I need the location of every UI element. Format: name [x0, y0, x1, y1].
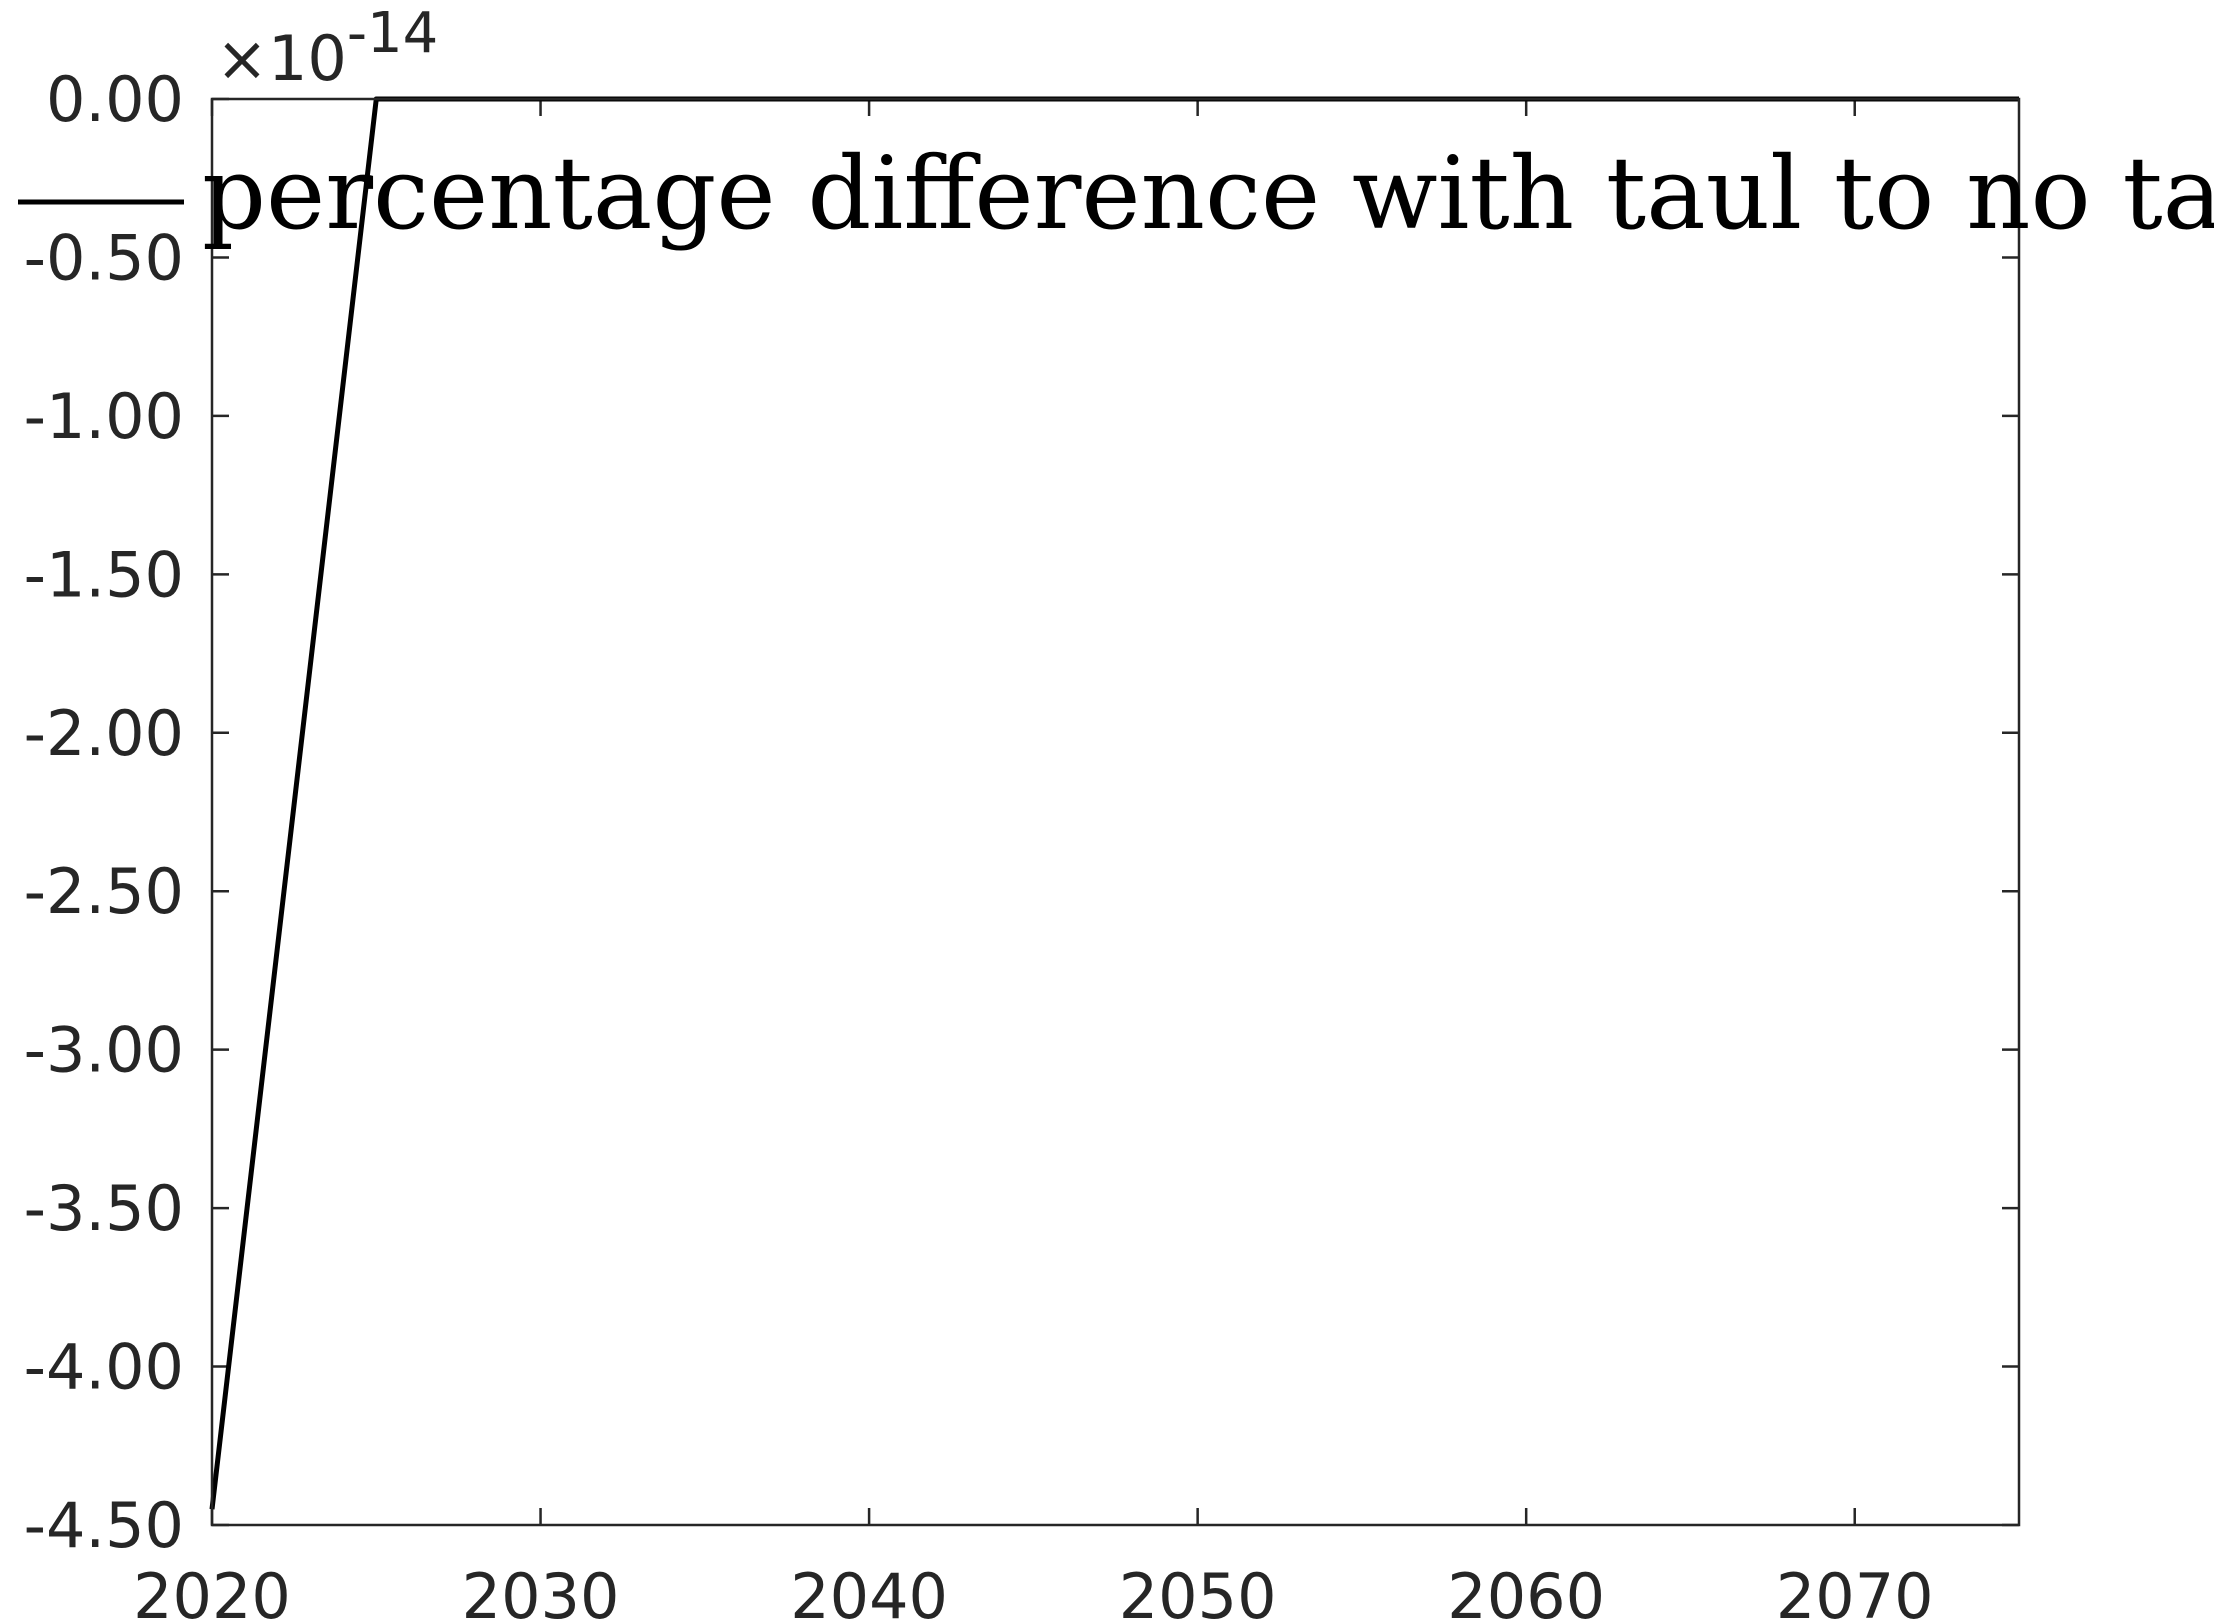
- legend-label: percentage difference with taul to no ta…: [202, 135, 2214, 252]
- plot-background: [212, 99, 2019, 1525]
- x-tick-label: 2020: [133, 1560, 291, 1622]
- y-multiplier-exponent: -14: [347, 1, 438, 66]
- y-tick-labels: 0.00 -0.50 -1.00 -1.50 -2.00 -2.50 -3.00 -3.50 -…: [24, 63, 184, 1562]
- y-tick-label: -4.50: [24, 1489, 184, 1562]
- x-tick-labels: 2020 2030 2040 2050 2060 2070: [133, 1560, 1934, 1622]
- y-tick-label: 0.00: [46, 63, 184, 136]
- y-tick-label: -1.50: [24, 538, 184, 611]
- y-tick-label: -1.00: [24, 380, 184, 453]
- y-tick-label: -3.50: [24, 1172, 184, 1245]
- legend: percentage difference with taul to no ta…: [18, 135, 2214, 252]
- x-tick-label: 2050: [1119, 1560, 1277, 1622]
- y-tick-label: -4.00: [24, 1331, 184, 1404]
- y-tick-label: -3.00: [24, 1014, 184, 1087]
- plot-frame: [210, 97, 2021, 1527]
- y-tick-label: -2.50: [24, 855, 184, 928]
- x-tick-label: 2040: [790, 1560, 948, 1622]
- x-tick-label: 2030: [462, 1560, 620, 1622]
- y-multiplier-label: ×10-14: [216, 1, 438, 95]
- y-multiplier-base: ×10: [216, 22, 347, 95]
- y-tick-label: -0.50: [24, 221, 184, 294]
- x-tick-label: 2070: [1776, 1560, 1934, 1622]
- x-tick-label: 2060: [1447, 1560, 1605, 1622]
- y-tick-label: -2.00: [24, 697, 184, 770]
